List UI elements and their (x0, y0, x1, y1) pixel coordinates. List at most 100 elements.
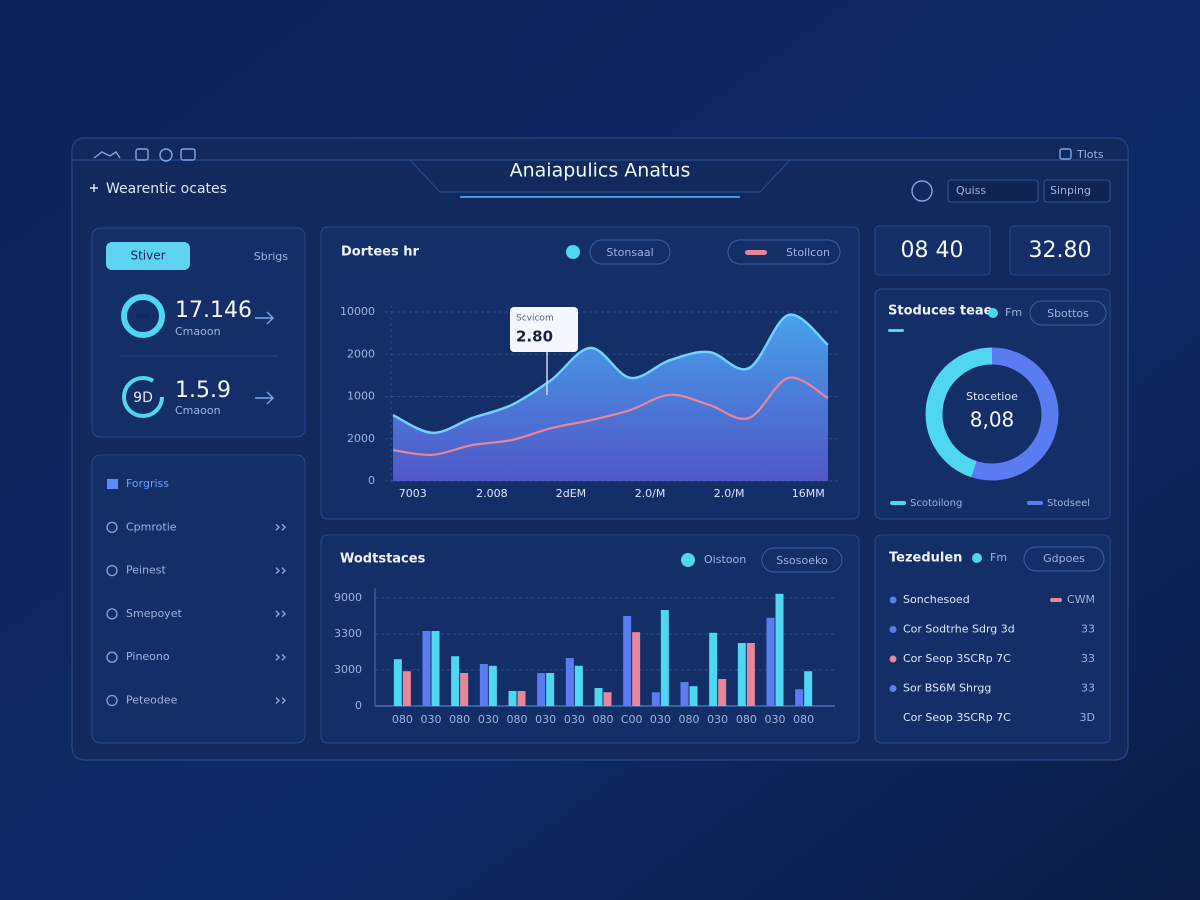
legend-dash (745, 250, 767, 255)
chart-title: Stoduces teae (888, 304, 993, 319)
x-tick-label: 080 (449, 713, 470, 726)
line (392, 376, 829, 456)
row-value: 33 (1081, 652, 1095, 665)
kpi-label: Cmaoon (175, 404, 221, 417)
link[interactable]: Sbrigs (254, 250, 289, 263)
nav-label: Peteodee (126, 694, 178, 707)
x-tick-label: 2.0/M (635, 487, 666, 500)
nav-label: Pineono (126, 650, 170, 663)
row-dot (889, 685, 897, 692)
x-tick-label: 2.008 (476, 487, 508, 500)
bar (565, 658, 574, 706)
avatar[interactable] (911, 180, 933, 202)
header-button-text: Sinping (1050, 184, 1091, 197)
legend-swatch (890, 501, 906, 505)
y-tick-label: 3000 (334, 663, 362, 676)
chevron (275, 697, 286, 704)
kpi-arrow[interactable] (255, 391, 274, 405)
row-dot (889, 655, 897, 663)
row-text: Cor Seop 3SCRp 7C (903, 652, 1011, 665)
bar (574, 665, 583, 706)
nav-item[interactable]: Pineono (106, 650, 286, 663)
filter-dot (972, 553, 982, 563)
chevron (275, 523, 286, 531)
x-tick-label: 16MM (792, 487, 825, 500)
stat-value: 08 40 (901, 238, 964, 263)
nav-item[interactable]: Peinest (106, 564, 286, 577)
x-tick-label: 2dEM (556, 487, 586, 500)
kpi-arrow[interactable] (255, 311, 274, 325)
bar (737, 643, 746, 706)
list-title: Tezedulen (889, 551, 962, 566)
nav-item: Forgriss (107, 477, 169, 490)
nav-item[interactable]: Cpmrotie (106, 520, 286, 533)
plus-icon (90, 184, 98, 192)
legend-label: Stonsaal (606, 246, 653, 259)
list-filter[interactable]: Fm (990, 551, 1007, 564)
x-tick-label: 080 (793, 713, 814, 726)
header-button[interactable] (1043, 179, 1111, 203)
row-dash (1050, 598, 1062, 602)
nav-item[interactable]: Peteodee (106, 694, 286, 707)
icon[interactable] (135, 148, 149, 161)
y-tick-label: 0 (355, 699, 362, 712)
nav-item[interactable]: Smepoyet (106, 607, 286, 620)
stat-value: 32.80 (1029, 238, 1092, 263)
nav-label: Smepoyet (126, 607, 182, 620)
list-button[interactable] (1023, 546, 1105, 572)
chart-button[interactable] (761, 547, 843, 573)
donut-value: 8,08 (970, 408, 1015, 432)
tooltip-title: Scvicom (516, 314, 554, 324)
bar (651, 692, 660, 706)
y-tick-label: 2000 (347, 347, 375, 360)
y-tick-label: 2000 (347, 432, 375, 445)
bar (795, 689, 804, 706)
menu[interactable]: Tlots (1076, 148, 1104, 161)
y-tick-label: 9000 (334, 591, 362, 604)
chart-title: Dortees hr (341, 245, 420, 260)
nav-card (91, 454, 306, 744)
icon[interactable] (159, 148, 173, 162)
bar (479, 664, 488, 706)
nav-icon (106, 521, 118, 533)
search-box[interactable] (947, 179, 1039, 203)
row-dot (889, 596, 897, 604)
app-title: Anaiapulics Anatus (510, 160, 691, 182)
bar (517, 691, 526, 706)
legend-pill (727, 239, 841, 265)
bar (460, 673, 469, 706)
x-tick-label: 030 (421, 713, 442, 726)
x-tick-label: 2.0/M (714, 487, 745, 500)
bar (660, 610, 669, 706)
toolbar-icons (93, 148, 196, 162)
row-value: 33 (1081, 682, 1095, 695)
bar (632, 632, 641, 706)
bar (709, 632, 718, 706)
chevron (275, 567, 286, 575)
icon[interactable] (180, 148, 196, 161)
bar (402, 671, 411, 706)
logo-icon (93, 151, 121, 159)
chart-button-text: Sbottos (1047, 307, 1089, 320)
nav-icon (107, 479, 118, 489)
search-text: Quiss (956, 184, 986, 197)
nav-icon (106, 694, 118, 707)
row-text: Cor Sodtrhe Sdrg 3d (903, 623, 1015, 636)
row-value: CWM (1067, 593, 1095, 606)
chart-button[interactable] (1029, 300, 1107, 326)
chevron (275, 610, 286, 618)
y-tick-label: 0 (368, 474, 375, 487)
x-tick-label: 080 (736, 713, 757, 726)
nav-icon (106, 564, 118, 577)
filter-dot (988, 308, 998, 318)
menu-icon (1059, 148, 1072, 160)
primary-button[interactable] (106, 242, 190, 270)
x-tick-label: 080 (507, 713, 528, 726)
x-tick-label: 030 (707, 713, 728, 726)
legend-label: Stodseel (1047, 498, 1090, 509)
nav-icon (106, 651, 118, 663)
header-frame (72, 159, 1128, 193)
row-text: Sonchesoed (903, 593, 970, 606)
bar (680, 682, 689, 706)
